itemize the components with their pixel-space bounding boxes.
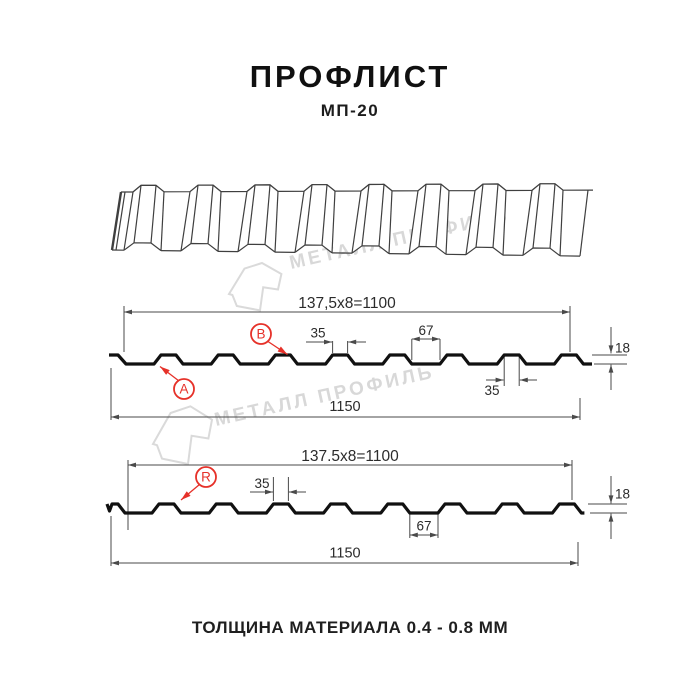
dim-crest-bottom: 35 xyxy=(484,383,499,398)
callout-circle-r xyxy=(195,466,217,488)
brand-logo-icon xyxy=(151,405,214,466)
callout-label-b: B xyxy=(256,327,265,342)
dim-pitch-top: 137,5x8=1100 xyxy=(298,295,396,312)
material-thickness-caption: ТОЛЩИНА МАТЕРИАЛА 0.4 - 0.8 ММ xyxy=(191,618,509,637)
dim-overall-bottom: 1150 xyxy=(329,546,360,562)
profile-bottom-cross-section xyxy=(105,502,585,515)
profile-bottom-dimension-lines xyxy=(110,460,627,566)
callout-label-r: R xyxy=(201,470,211,485)
watermark-text: МЕТАЛЛ ПРОФИЛЬ xyxy=(213,362,437,431)
sheet-3d-view xyxy=(110,183,594,257)
dim-height-bottom: 18 xyxy=(615,487,630,502)
profile-top-dimension-lines xyxy=(110,306,627,420)
leader-arrow-r xyxy=(180,484,200,501)
dim-valley-top: 67 xyxy=(418,323,433,338)
profile-top-cross-section xyxy=(109,353,592,366)
page-title: ПРОФЛИСТ xyxy=(249,59,451,94)
callout-circle-b xyxy=(250,323,272,345)
dim-pitch-bottom: 137.5x8=1100 xyxy=(301,448,399,465)
brand-logo-icon xyxy=(227,261,283,312)
profile-top-dimension-labels: 137,5x8=1100 35 67 35 18 1150 xyxy=(298,295,630,415)
dim-overall-top: 1150 xyxy=(329,399,360,415)
profile-bottom-dimension-labels: 137.5x8=1100 35 67 18 1150 xyxy=(254,448,630,562)
callout-circle-a xyxy=(173,378,195,400)
leader-arrow-b xyxy=(267,340,288,356)
callout-labels: A B R xyxy=(159,323,288,501)
callout-label-a: A xyxy=(179,382,188,397)
dim-crest: 35 xyxy=(254,476,269,491)
product-code: МП-20 xyxy=(320,101,380,120)
leader-arrow-a xyxy=(159,365,180,382)
dim-height-top: 18 xyxy=(615,341,630,356)
dim-valley: 67 xyxy=(416,519,431,534)
dim-crest-top: 35 xyxy=(310,326,325,341)
